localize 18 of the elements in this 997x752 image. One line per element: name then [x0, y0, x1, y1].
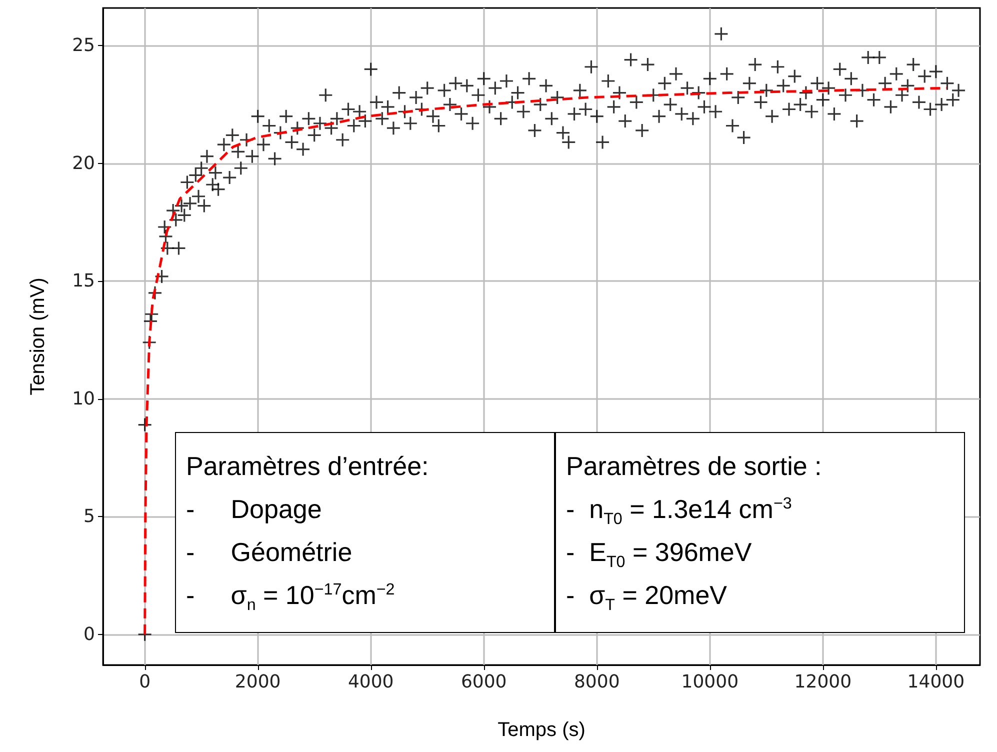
x-tick-label: 10000	[681, 672, 739, 692]
y-tick-label: 5	[84, 506, 95, 528]
y-tick-label: 25	[72, 35, 95, 56]
x-tick-label: 2000	[234, 672, 281, 692]
x-tick-label: 8000	[574, 672, 620, 692]
y-axis-title: Tension (mV)	[27, 278, 49, 396]
x-tick-label: 0	[139, 672, 151, 692]
x-tick-label: 6000	[460, 672, 507, 692]
x-tick-label: 4000	[348, 672, 394, 692]
x-axis-title: Temps (s)	[498, 719, 586, 741]
y-tick-label: 0	[84, 624, 95, 645]
y-tick-label: 10	[72, 388, 95, 410]
x-tick-label: 12000	[794, 672, 852, 692]
text-box: Paramètres d’entrée: - Dopage - Géométrie - σ$_{n}$ = 10$^{−17}$cm$^{−2}$	[175, 432, 555, 633]
x-tick-label: 14000	[907, 672, 965, 692]
y-tick-label: 20	[72, 152, 95, 174]
y-tick-label: 15	[72, 270, 95, 292]
text-box: Paramètres de sortie : - n$_{T0}$ = 1.3e14 cm$^{−3}$ - E$_{T0}$ = 396meV - σ$_{T}$ = 20meV	[555, 432, 965, 633]
